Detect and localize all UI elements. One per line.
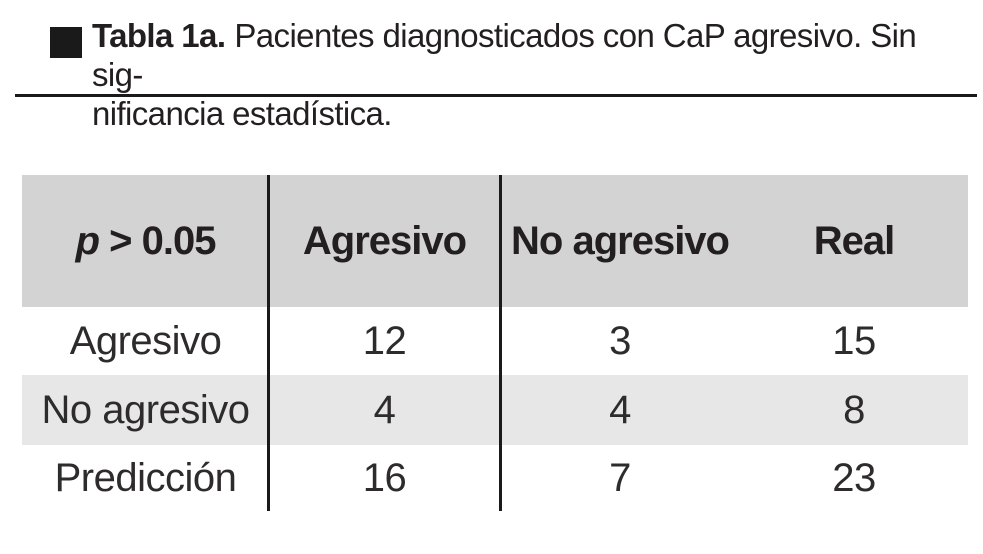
- table-row-prediccion: Predicción 16 7 23: [22, 445, 968, 511]
- header-cell-no-agresivo: No agresivo: [511, 218, 730, 263]
- column-divider-1: [267, 175, 270, 511]
- p-symbol: p: [75, 218, 100, 263]
- cell-value: 12: [362, 318, 407, 363]
- caption-marker-square-icon: [50, 27, 82, 58]
- caption-table-label: Tabla 1a.: [92, 17, 226, 54]
- caption-description: Pacientes diagnosticados con CaP agresiv…: [92, 17, 917, 93]
- table-header-row: p > 0.05 Agresivo No agresivo Real: [22, 175, 968, 307]
- header-cell-agresivo: Agresivo: [302, 218, 467, 263]
- caption-line-1: Tabla 1a. Pacientes diagnosticados con Ca…: [92, 16, 972, 94]
- caption-divider-rule: [15, 94, 977, 97]
- table-caption: Tabla 1a. Pacientes diagnosticados con Ca…: [92, 16, 972, 133]
- header-cell-real: Real: [813, 218, 896, 263]
- caption-line-2: nificancia estadística.: [92, 95, 392, 132]
- cell-value: 23: [832, 455, 876, 500]
- cell-value: 3: [609, 318, 631, 363]
- cell-value: 15: [832, 318, 876, 363]
- table-row-no-agresivo: No agresivo 4 4 8: [22, 375, 968, 445]
- cell-value: 8: [843, 387, 865, 432]
- header-cell-p-value: p > 0.05: [22, 175, 269, 307]
- table-row-agresivo: Agresivo 12 3 15: [22, 307, 968, 375]
- cell-value: 16: [362, 455, 407, 500]
- confusion-matrix-table: p > 0.05 Agresivo No agresivo Real Agres…: [22, 175, 968, 511]
- cell-value: 7: [609, 455, 631, 500]
- cell-value: 4: [609, 387, 631, 432]
- p-threshold: > 0.05: [99, 218, 216, 263]
- row-label: Agresivo: [69, 318, 222, 363]
- cell-value: 4: [373, 387, 396, 432]
- column-divider-2: [499, 175, 502, 511]
- row-label: No agresivo: [41, 387, 250, 432]
- row-label: Predicción: [54, 455, 237, 500]
